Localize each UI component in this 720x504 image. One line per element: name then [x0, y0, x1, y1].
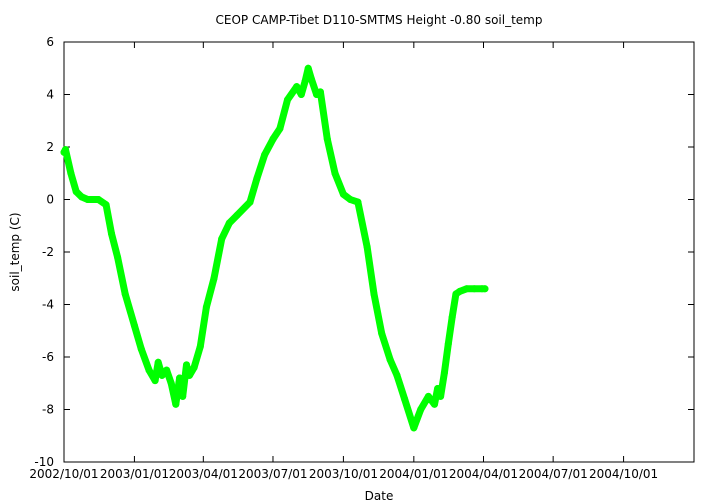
data-point — [202, 303, 210, 311]
data-point — [354, 198, 362, 206]
data-point — [210, 274, 218, 282]
series-layer — [60, 64, 489, 432]
data-point — [179, 392, 187, 400]
data-point — [363, 243, 371, 251]
data-point — [444, 340, 452, 348]
chart-title: CEOP CAMP-Tibet D110-SMTMS Height -0.80 … — [216, 13, 543, 27]
data-point — [316, 88, 324, 96]
data-point — [172, 400, 180, 408]
data-point — [233, 211, 241, 219]
data-point — [186, 371, 193, 379]
x-tick-label: 2003/07/01 — [238, 467, 307, 481]
x-tick-label: 2004/01/01 — [379, 467, 448, 481]
data-point — [440, 369, 448, 377]
data-point — [218, 235, 226, 243]
data-point — [246, 198, 254, 206]
data-point — [261, 151, 269, 159]
x-tick-label: 2002/10/01 — [29, 467, 98, 481]
data-point — [114, 253, 122, 261]
series-line — [60, 64, 489, 432]
y-tick-label: -10 — [34, 455, 54, 469]
data-point — [470, 285, 478, 293]
data-point — [437, 392, 445, 400]
x-axis-label: Date — [365, 489, 394, 503]
data-point — [434, 385, 442, 392]
data-point — [346, 196, 354, 203]
y-tick-label: 0 — [46, 193, 54, 207]
x-tick-label: 2004/07/01 — [519, 467, 588, 481]
data-point — [167, 379, 175, 387]
y-axis-label: soil_temp (C) — [8, 212, 22, 291]
data-point — [370, 290, 378, 298]
data-point — [154, 358, 162, 366]
data-point — [145, 366, 153, 374]
y-tick-label: -2 — [42, 245, 54, 259]
data-point — [297, 91, 305, 98]
data-point — [331, 169, 339, 177]
data-point — [401, 395, 409, 403]
data-point — [151, 377, 159, 385]
data-point — [424, 392, 432, 400]
data-point — [108, 230, 115, 238]
data-point — [183, 361, 190, 369]
y-tick-label: -4 — [42, 298, 54, 312]
data-point — [137, 345, 145, 353]
data-point — [456, 287, 464, 295]
data-point — [463, 285, 471, 293]
data-point — [276, 125, 284, 133]
data-point — [62, 146, 69, 154]
data-point — [431, 400, 438, 408]
x-tick-label: 2003/01/01 — [100, 467, 169, 481]
data-point — [121, 290, 129, 298]
y-tick-label: -8 — [42, 403, 54, 417]
data-point — [417, 406, 425, 413]
x-tick-label: 2004/10/01 — [589, 467, 658, 481]
data-point — [378, 329, 386, 337]
x-tick-label: 2003/10/01 — [309, 467, 378, 481]
y-tick-label: 2 — [46, 140, 54, 154]
x-tick-label: 2003/04/01 — [169, 467, 238, 481]
data-point — [84, 196, 92, 203]
data-point — [323, 135, 331, 143]
data-point — [94, 196, 102, 203]
data-point — [225, 219, 233, 227]
plot-frame — [63, 41, 695, 463]
data-point — [163, 366, 171, 374]
data-point — [481, 285, 489, 293]
data-point — [176, 374, 184, 382]
data-point — [158, 371, 166, 379]
data-point — [448, 314, 456, 322]
data-point — [386, 356, 394, 364]
data-point — [307, 75, 315, 83]
data-point — [304, 64, 312, 72]
data-point — [393, 371, 401, 379]
data-point — [410, 424, 418, 432]
data-point — [284, 96, 291, 104]
y-tick-label: 6 — [46, 35, 54, 49]
y-tick-label: -6 — [42, 350, 54, 364]
data-point — [78, 193, 86, 201]
x-tick-label: 2004/04/01 — [449, 467, 518, 481]
data-point — [196, 343, 204, 350]
data-point — [253, 175, 261, 182]
y-tick-label: 4 — [46, 88, 54, 102]
data-point — [72, 188, 80, 196]
data-point — [301, 77, 309, 85]
data-point — [339, 190, 347, 198]
data-point — [190, 364, 198, 371]
data-point — [130, 322, 138, 329]
data-point — [269, 135, 277, 143]
data-point — [293, 83, 301, 91]
data-point — [102, 201, 110, 209]
data-point — [67, 169, 75, 177]
